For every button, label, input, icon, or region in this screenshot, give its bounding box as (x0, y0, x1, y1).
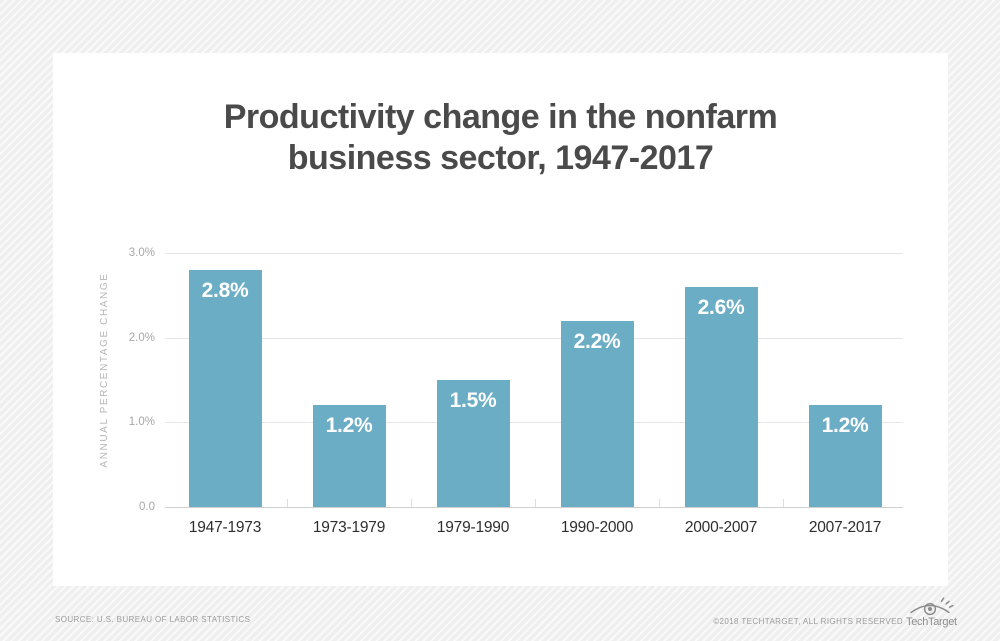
source-attribution: SOURCE: U.S. BUREAU OF LABOR STATISTICS (55, 615, 251, 624)
bar-value-label: 2.2% (573, 329, 621, 353)
copyright-notice: ©2018 TECHTARGET, ALL RIGHTS RESERVED (713, 617, 903, 626)
x-category-label: 2007-2017 (808, 519, 882, 536)
bar-value-label: 1.2% (325, 414, 373, 438)
y-tick-label: 2.0% (128, 331, 155, 344)
bar-value-label: 1.2% (821, 414, 869, 438)
bar-value-label: 2.6% (697, 295, 745, 319)
bar-chart-plot-area: 3.0% 2.0% 1.0% 0.0 2.8% 1947-1973 1.2% 1973-197… (129, 247, 903, 536)
chart-title: Productivity change in the nonfarm busin… (223, 98, 778, 177)
x-category-label: 1990-2000 (560, 519, 634, 536)
y-tick-label: 0.0 (139, 501, 155, 513)
bar-1979-1990: 1.5% (436, 380, 510, 507)
y-tick-label: 1.0% (128, 416, 155, 429)
gridline (165, 253, 903, 254)
bar-1990-2000: 2.2% (560, 320, 634, 507)
y-tick-label: 3.0% (128, 247, 155, 259)
bar-2007-2017: 1.2% (808, 405, 882, 507)
x-axis-minor-tick (287, 499, 288, 507)
gridline (165, 507, 903, 508)
gridline (165, 422, 903, 424)
x-category-label: 1947-1973 (188, 519, 262, 536)
brand-wordmark: TechTarget (906, 616, 957, 628)
x-axis-minor-tick (783, 499, 784, 507)
infographic-card: Productivity change in the nonfarm busin… (53, 53, 948, 586)
x-category-label: 1973-1979 (312, 519, 386, 536)
bar-value-label: 1.5% (449, 389, 497, 412)
x-axis-minor-tick (411, 499, 412, 507)
techtarget-logo: TechTarget (906, 596, 957, 628)
x-axis-minor-tick (659, 499, 660, 507)
gridline (165, 337, 903, 339)
x-category-label: 1979-1990 (436, 519, 510, 536)
y-axis-title: ANNUAL PERCENTAGE CHANGE (99, 272, 110, 468)
eye-icon (910, 597, 954, 616)
bar-1973-1979: 1.2% (312, 405, 386, 507)
x-axis-minor-tick (535, 499, 536, 507)
bar-value-label: 2.8% (201, 278, 249, 302)
bar-1947-1973: 2.8% (188, 269, 262, 507)
x-category-label: 2000-2007 (684, 519, 758, 536)
bar-2000-2007: 2.6% (684, 286, 758, 507)
